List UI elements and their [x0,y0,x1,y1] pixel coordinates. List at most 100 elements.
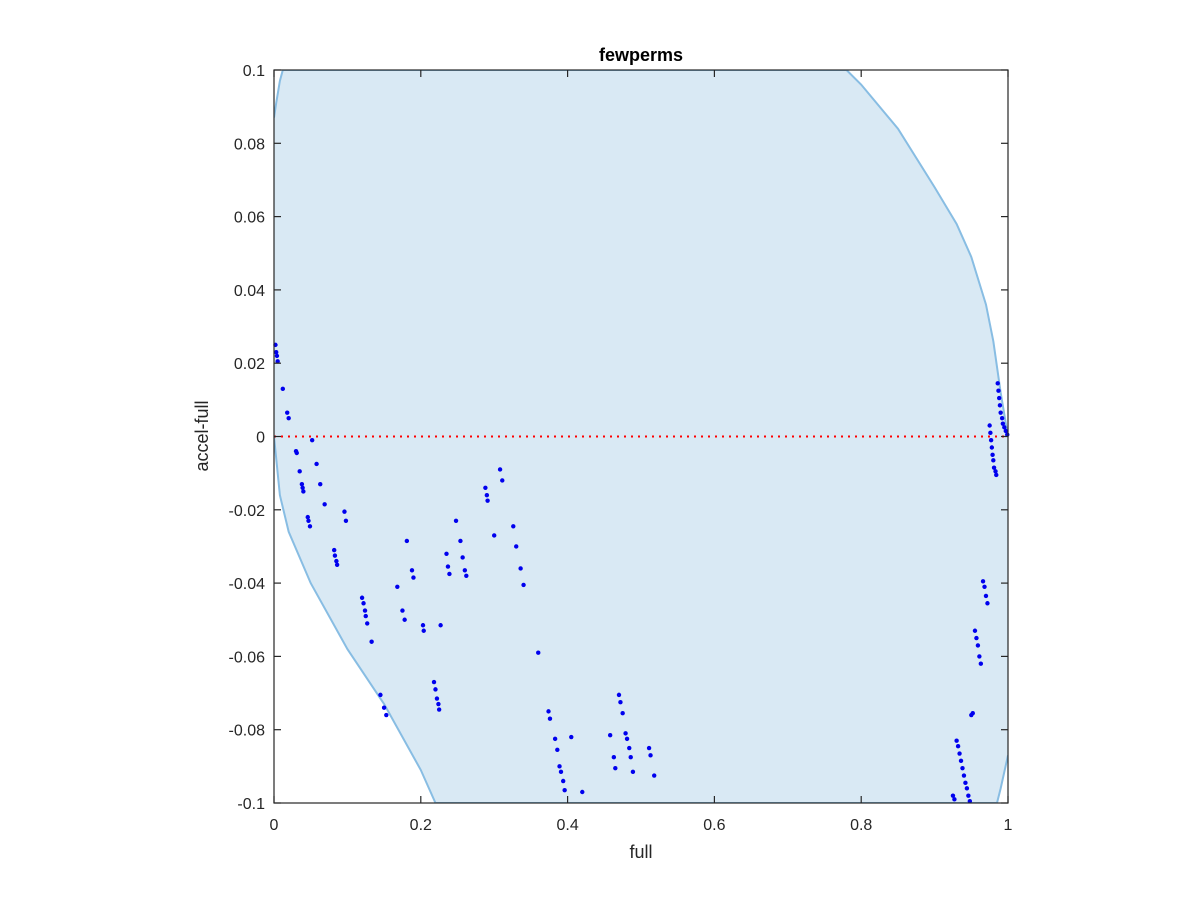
band-upper-edge [274,70,1008,437]
band-fill [274,70,1008,803]
data-point [966,793,971,798]
data-point [334,562,340,567]
y-tick-label: -0.1 [237,796,265,813]
data-point [977,654,982,659]
data-point [294,450,299,456]
data-point [365,621,370,626]
data-point [362,608,368,613]
x-tick-label: 0 [270,817,279,834]
y-tick-label: 0 [256,430,265,447]
y-tick-label: 0.08 [234,136,265,153]
data-point [607,732,613,738]
data-point [331,547,337,553]
data-point [447,571,452,577]
data-point [996,388,1001,393]
data-point [972,628,978,633]
data-point [616,692,622,698]
data-point [624,736,630,742]
data-point [990,452,995,458]
y-tick-label: -0.06 [229,649,266,666]
data-point [436,701,441,707]
data-point [409,568,415,573]
x-tick-label: 1 [1004,817,1013,834]
data-point [988,430,993,436]
data-point [996,395,1002,401]
data-point [518,566,523,571]
data-point [957,751,962,756]
y-tick-label: -0.02 [229,503,266,520]
data-point [983,593,989,599]
x-tick-label: 0.6 [703,817,725,834]
data-point [369,639,374,644]
data-point [462,568,468,573]
data-point [562,787,567,793]
data-point [627,745,632,751]
y-tick-label: 0.1 [243,63,265,80]
data-point [967,798,973,804]
data-point [395,584,400,589]
data-point [433,687,438,692]
data-point [960,765,965,771]
data-point [434,696,440,701]
data-point [274,353,280,359]
data-point [322,502,327,507]
data-point [955,743,961,749]
data-point [989,445,995,450]
data-point [997,403,1003,408]
data-point [363,613,368,619]
data-point [378,692,383,698]
data-point [1003,428,1008,434]
data-point [1002,425,1007,430]
data-point [411,575,416,580]
data-point [560,778,566,784]
data-point [445,564,451,569]
data-point [464,573,469,578]
axis-ticks [273,69,1009,804]
data-point [485,498,490,503]
data-point [980,579,986,584]
data-point [978,661,984,666]
data-point [359,595,365,600]
data-point [611,754,617,760]
data-point [970,711,975,716]
data-point [421,628,426,633]
data-point [332,553,338,558]
data-point [991,458,996,463]
data-point [444,551,449,556]
data-point [314,461,319,467]
data-point [630,769,636,775]
data-point [950,793,956,798]
data-point [307,524,313,529]
data-point [511,524,516,529]
data-point [286,415,291,421]
data-point [483,485,488,491]
y-axis-label: accel-full [192,400,212,471]
data-point [458,538,463,544]
data-point [305,514,310,520]
data-point [620,711,625,716]
data-point [964,786,970,791]
data-point [569,734,574,740]
data-point [300,485,305,491]
data-point [460,555,465,560]
data-point [999,415,1005,421]
data-point [275,359,280,364]
band-lower-edge [274,436,1008,803]
data-point [514,544,519,549]
data-point [301,489,306,494]
data-point [982,584,987,589]
x-tick-label: 0.8 [850,817,872,834]
chart-title: fewperms [599,45,683,65]
tick-labels: 0 0.2 0.4 0.6 0.8 1 -0.1 -0.08 -0.06 -0.04 -0.02 0 0… [229,63,1013,834]
data-point [400,608,405,613]
data-point [297,469,302,474]
data-point [431,679,437,685]
data-point [309,437,315,443]
y-tick-label: -0.08 [229,723,266,740]
data-points [273,342,1010,804]
data-point [648,753,653,758]
x-axis-label: full [629,842,652,862]
x-tick-label: 0.2 [410,817,432,834]
data-point [285,410,290,415]
